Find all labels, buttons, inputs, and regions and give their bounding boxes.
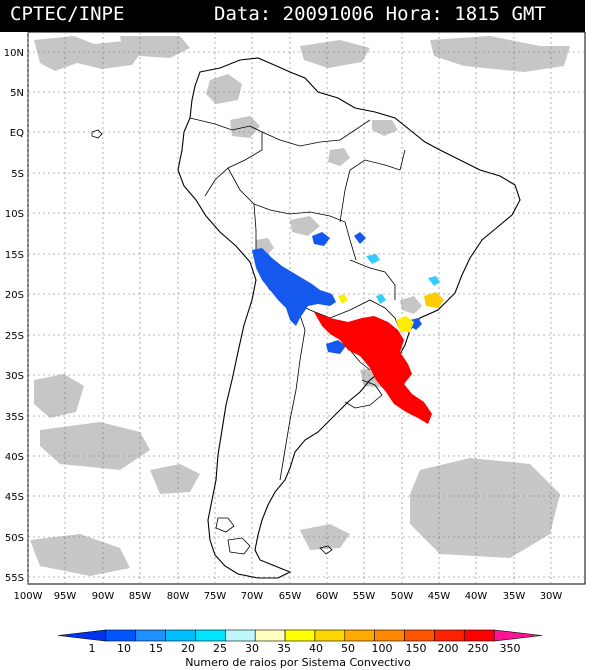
- colorbar-tick: 50: [341, 642, 355, 655]
- source-label: CPTEC/INPE: [10, 3, 125, 25]
- date-label: Data:: [214, 3, 272, 25]
- colorbar-cell: [344, 629, 375, 642]
- grid-lines: [27, 32, 585, 584]
- colorbar-cell: [165, 629, 196, 642]
- colorbar-cell: [404, 629, 435, 642]
- lat-label: 15S: [5, 250, 24, 261]
- lon-label: 50W: [391, 591, 414, 602]
- lat-label: 20S: [5, 290, 24, 301]
- yellow-system-2: [424, 292, 444, 308]
- lat-label: 35S: [5, 412, 24, 423]
- cyan-system-2: [428, 276, 440, 286]
- colorbar-cell: [284, 629, 316, 642]
- colorbar-tick: 10: [117, 642, 131, 655]
- map-panel: 10N 5N EQ 5S 10S 15S 20S 25S 30S 35S 40S…: [0, 31, 600, 592]
- cyan-system-3: [376, 294, 386, 304]
- colorbar-tick: 1: [89, 642, 96, 655]
- colorbar-cell: [195, 629, 226, 642]
- islands: [91, 129, 333, 555]
- colorbar-tick: 25: [213, 642, 227, 655]
- red-system-main: [314, 312, 432, 424]
- convective-systems: [252, 232, 444, 424]
- lon-label: 80W: [167, 591, 190, 602]
- colorbar-cell: [314, 629, 346, 642]
- lon-label: 35W: [503, 591, 526, 602]
- colorbar-cell: [493, 629, 543, 642]
- lon-label: 70W: [241, 591, 264, 602]
- blue-system-small-3: [354, 232, 366, 244]
- lon-label: 60W: [316, 591, 339, 602]
- colorbar-cell: [374, 629, 405, 642]
- lat-label: 50S: [5, 533, 24, 544]
- lat-label: 5N: [10, 88, 24, 99]
- colorbar-ticks: 1 10 15 20 25 30 35 40 50 100 150 200 25…: [89, 642, 521, 655]
- colorbar-cell: [105, 629, 137, 642]
- lon-label: 85W: [129, 591, 152, 602]
- blue-system-small-4: [410, 318, 422, 330]
- lat-label: 40S: [5, 452, 24, 463]
- colorbar-tick: 100: [372, 642, 393, 655]
- lon-label-strip: 100W 95W 90W 85W 80W 75W 70W 65W 60W 55W…: [14, 591, 563, 602]
- lon-label: 100W: [14, 591, 43, 602]
- lat-label: 55S: [5, 573, 24, 584]
- blue-system-small-2: [326, 340, 346, 354]
- lat-label: 45S: [5, 492, 24, 503]
- lon-label: 65W: [279, 591, 302, 602]
- colorbar-tick: 200: [438, 642, 459, 655]
- date-value: 20091006: [282, 3, 375, 25]
- cyan-system-1: [366, 254, 380, 264]
- colorbar-cell: [254, 629, 286, 642]
- timezone-label: GMT: [511, 3, 546, 25]
- blue-system-small-1: [312, 232, 330, 246]
- lat-label: 5S: [11, 169, 24, 180]
- yellow-system-1: [396, 316, 414, 332]
- yellow-system-3: [338, 294, 348, 304]
- colorbar-cell: [225, 629, 256, 642]
- lon-label: 30W: [540, 591, 563, 602]
- time-label: Hora:: [385, 3, 443, 25]
- lon-label: 90W: [92, 591, 115, 602]
- lat-label: 30S: [5, 371, 24, 382]
- colorbar-tick: 20: [181, 642, 195, 655]
- title-bar: CPTEC/INPE Data: 20091006 Hora: 1815 GMT: [0, 0, 585, 32]
- colorbar-cells: [57, 629, 543, 642]
- lon-label: 55W: [353, 591, 376, 602]
- south-america-outline: [177, 57, 521, 579]
- lat-labels: 10N 5N EQ 5S 10S 15S 20S 25S 30S 35S 40S…: [4, 48, 24, 584]
- lon-label: 95W: [54, 591, 77, 602]
- colorbar-tick: 150: [406, 642, 427, 655]
- lat-label: 25S: [5, 331, 24, 342]
- colorbar-tick: 30: [245, 642, 259, 655]
- lon-label: 75W: [204, 591, 227, 602]
- colorbar-cell: [135, 629, 166, 642]
- blue-system-main: [252, 248, 336, 326]
- colorbar-tick: 250: [468, 642, 489, 655]
- colorbar-tick: 40: [309, 642, 323, 655]
- colorbar-cell: [463, 629, 495, 642]
- lat-label: 10S: [5, 209, 24, 220]
- colorbar-cell: [57, 629, 107, 642]
- lon-label: 40W: [465, 591, 488, 602]
- lon-label: 45W: [428, 591, 451, 602]
- colorbar-label: Numero de raios por Sistema Convectivo: [185, 656, 411, 669]
- lat-label: 10N: [4, 48, 24, 59]
- colorbar-cell: [434, 629, 465, 642]
- colorbar-tick: 15: [149, 642, 163, 655]
- cloud-cover: [30, 36, 570, 576]
- colorbar-tick: 350: [500, 642, 521, 655]
- map-svg: 10N 5N EQ 5S 10S 15S 20S 25S 30S 35S 40S…: [4, 31, 586, 585]
- time-value: 1815: [454, 3, 501, 25]
- colorbar: 1 10 15 20 25 30 35 40 50 100 150 200 25…: [57, 629, 543, 669]
- colorbar-tick: 35: [277, 642, 291, 655]
- lat-label: EQ: [10, 128, 24, 139]
- datetime-label: Data: 20091006 Hora: 1815 GMT: [214, 3, 546, 25]
